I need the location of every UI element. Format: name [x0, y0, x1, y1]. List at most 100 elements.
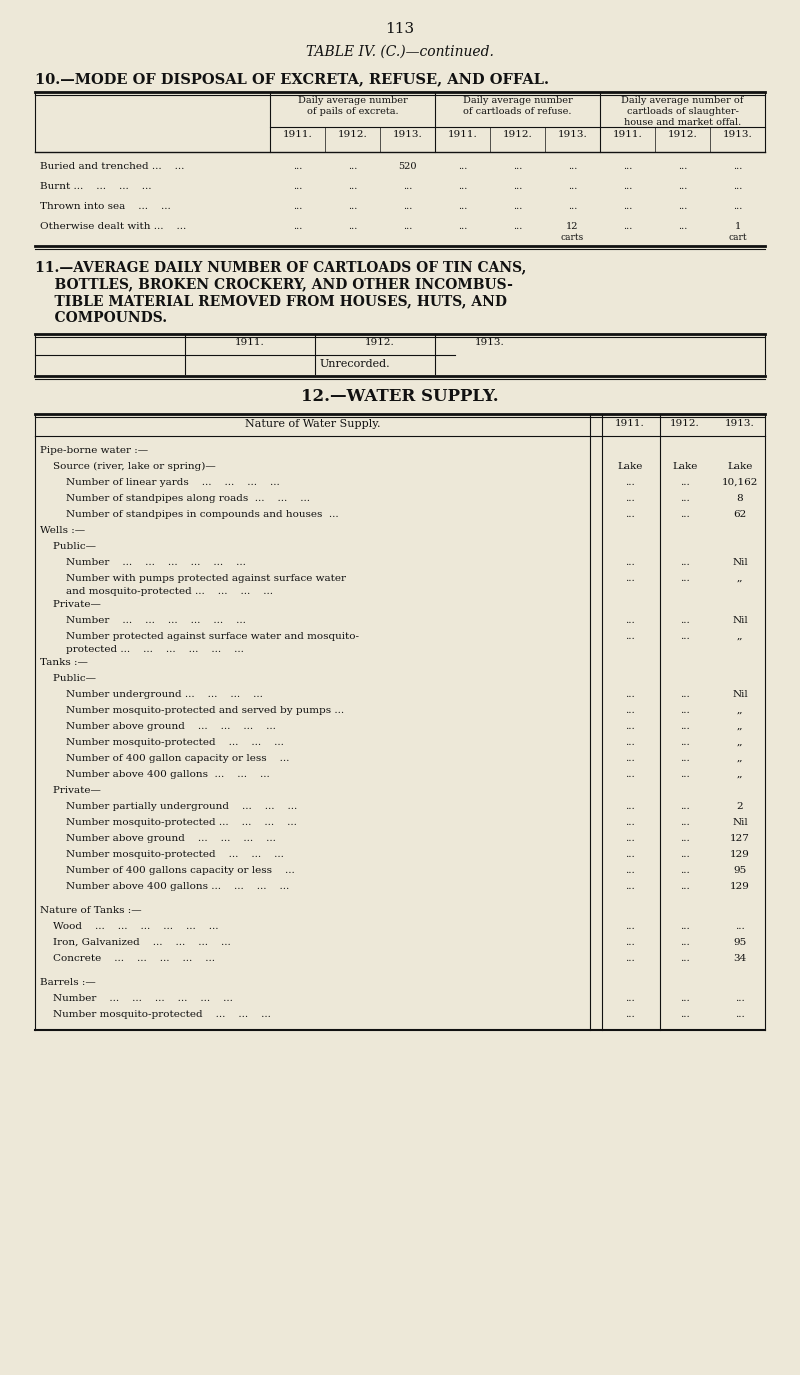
Text: 113: 113 — [386, 22, 414, 36]
Text: ,,: ,, — [737, 632, 743, 641]
Text: ...: ... — [680, 866, 690, 874]
Text: protected ...    ...    ...    ...    ...    ...: protected ... ... ... ... ... ... — [40, 645, 244, 654]
Text: 129: 129 — [730, 850, 750, 859]
Text: ,,: ,, — [737, 770, 743, 780]
Text: ...: ... — [625, 994, 635, 1002]
Text: ...: ... — [625, 690, 635, 698]
Text: TIBLE MATERIAL REMOVED FROM HOUSES, HUTS, AND: TIBLE MATERIAL REMOVED FROM HOUSES, HUTS… — [35, 294, 507, 308]
Text: ...: ... — [625, 770, 635, 780]
Text: ...: ... — [568, 162, 577, 170]
Text: ...: ... — [678, 202, 687, 210]
Text: Concrete    ...    ...    ...    ...    ...: Concrete ... ... ... ... ... — [40, 954, 215, 962]
Text: Nil: Nil — [732, 616, 748, 626]
Text: 129: 129 — [730, 881, 750, 891]
Text: ...: ... — [678, 182, 687, 191]
Text: ...: ... — [680, 818, 690, 826]
Text: Daily average number of
cartloads of slaughter-
house and market offal.: Daily average number of cartloads of sla… — [622, 96, 744, 128]
Text: Daily average number
of pails of excreta.: Daily average number of pails of excreta… — [298, 96, 407, 116]
Text: 1911.: 1911. — [615, 419, 645, 428]
Text: ...: ... — [625, 722, 635, 732]
Text: BOTTLES, BROKEN CROCKERY, AND OTHER INCOMBUS-: BOTTLES, BROKEN CROCKERY, AND OTHER INCO… — [35, 276, 513, 292]
Text: ...: ... — [680, 478, 690, 487]
Text: Iron, Galvanized    ...    ...    ...    ...: Iron, Galvanized ... ... ... ... — [40, 938, 230, 947]
Text: Number mosquito-protected ...    ...    ...    ...: Number mosquito-protected ... ... ... ..… — [40, 818, 297, 826]
Text: COMPOUNDS.: COMPOUNDS. — [35, 311, 167, 324]
Text: ...: ... — [513, 202, 522, 210]
Text: Number protected against surface water and mosquito-: Number protected against surface water a… — [40, 632, 359, 641]
Text: 8: 8 — [737, 494, 743, 503]
Text: Nature of Tanks :—: Nature of Tanks :— — [40, 906, 142, 914]
Text: Number above 400 gallons ...    ...    ...    ...: Number above 400 gallons ... ... ... ... — [40, 881, 290, 891]
Text: ...: ... — [625, 754, 635, 763]
Text: ...: ... — [623, 202, 632, 210]
Text: ...: ... — [733, 182, 742, 191]
Text: ...: ... — [623, 182, 632, 191]
Text: ...: ... — [625, 938, 635, 947]
Text: Number mosquito-protected    ...    ...    ...: Number mosquito-protected ... ... ... — [40, 738, 284, 747]
Text: ...: ... — [625, 954, 635, 962]
Text: 1911.: 1911. — [613, 131, 642, 139]
Text: ...: ... — [625, 510, 635, 518]
Text: 12.—WATER SUPPLY.: 12.—WATER SUPPLY. — [301, 388, 499, 406]
Text: Number underground ...    ...    ...    ...: Number underground ... ... ... ... — [40, 690, 263, 698]
Text: ...: ... — [458, 182, 467, 191]
Text: 1913.: 1913. — [725, 419, 755, 428]
Text: 1913.: 1913. — [558, 131, 587, 139]
Text: Burnt ...    ...    ...    ...: Burnt ... ... ... ... — [40, 182, 151, 191]
Text: 62: 62 — [734, 510, 746, 518]
Text: 1913.: 1913. — [722, 131, 752, 139]
Text: ...: ... — [458, 221, 467, 231]
Text: Number with pumps protected against surface water: Number with pumps protected against surf… — [40, 573, 346, 583]
Text: Wells :—: Wells :— — [40, 527, 85, 535]
Text: 1911.: 1911. — [448, 131, 478, 139]
Text: Source (river, lake or spring)—: Source (river, lake or spring)— — [40, 462, 216, 472]
Text: ...: ... — [680, 954, 690, 962]
Text: Number above ground    ...    ...    ...    ...: Number above ground ... ... ... ... — [40, 835, 276, 843]
Text: ...: ... — [680, 994, 690, 1002]
Text: ...: ... — [348, 182, 357, 191]
Text: ...: ... — [458, 202, 467, 210]
Text: ...: ... — [625, 478, 635, 487]
Text: ...: ... — [625, 1011, 635, 1019]
Text: Number of standpipes in compounds and houses  ...: Number of standpipes in compounds and ho… — [40, 510, 338, 518]
Text: Private—: Private— — [40, 600, 101, 609]
Text: 127: 127 — [730, 835, 750, 843]
Text: ...: ... — [680, 705, 690, 715]
Text: ...: ... — [680, 938, 690, 947]
Text: ...: ... — [678, 221, 687, 231]
Text: ...: ... — [293, 182, 302, 191]
Text: ...: ... — [625, 616, 635, 626]
Text: ...: ... — [625, 881, 635, 891]
Text: ...: ... — [625, 738, 635, 747]
Text: Number of linear yards    ...    ...    ...    ...: Number of linear yards ... ... ... ... — [40, 478, 280, 487]
Text: ...: ... — [625, 835, 635, 843]
Text: ...: ... — [513, 162, 522, 170]
Text: Number above 400 gallons  ...    ...    ...: Number above 400 gallons ... ... ... — [40, 770, 270, 780]
Text: Unrecorded.: Unrecorded. — [320, 359, 390, 368]
Text: ...: ... — [735, 994, 745, 1002]
Text: ...: ... — [348, 162, 357, 170]
Text: ...: ... — [680, 632, 690, 641]
Text: Number of standpipes along roads  ...    ...    ...: Number of standpipes along roads ... ...… — [40, 494, 310, 503]
Text: ...: ... — [458, 162, 467, 170]
Text: ...: ... — [680, 835, 690, 843]
Text: ...: ... — [680, 738, 690, 747]
Text: Otherwise dealt with ...    ...: Otherwise dealt with ... ... — [40, 221, 186, 231]
Text: 1913.: 1913. — [475, 338, 505, 346]
Text: Public—: Public— — [40, 542, 96, 551]
Text: Number of 400 gallons capacity or less    ...: Number of 400 gallons capacity or less .… — [40, 866, 294, 874]
Text: Number of 400 gallon capacity or less    ...: Number of 400 gallon capacity or less ..… — [40, 754, 290, 763]
Text: ...: ... — [680, 923, 690, 931]
Text: Pipe-borne water :—: Pipe-borne water :— — [40, 446, 148, 455]
Text: and mosquito-protected ...    ...    ...    ...: and mosquito-protected ... ... ... ... — [40, 587, 273, 595]
Text: ...: ... — [625, 632, 635, 641]
Text: ,,: ,, — [737, 754, 743, 763]
Text: 1912.: 1912. — [668, 131, 698, 139]
Text: ...: ... — [348, 202, 357, 210]
Text: Public—: Public— — [40, 674, 96, 683]
Text: ...: ... — [680, 616, 690, 626]
Text: Wood    ...    ...    ...    ...    ...    ...: Wood ... ... ... ... ... ... — [40, 923, 218, 931]
Text: 12: 12 — [566, 221, 578, 231]
Text: 11.—AVERAGE DAILY NUMBER OF CARTLOADS OF TIN CANS,: 11.—AVERAGE DAILY NUMBER OF CARTLOADS OF… — [35, 260, 526, 274]
Text: Number    ...    ...    ...    ...    ...    ...: Number ... ... ... ... ... ... — [40, 616, 246, 626]
